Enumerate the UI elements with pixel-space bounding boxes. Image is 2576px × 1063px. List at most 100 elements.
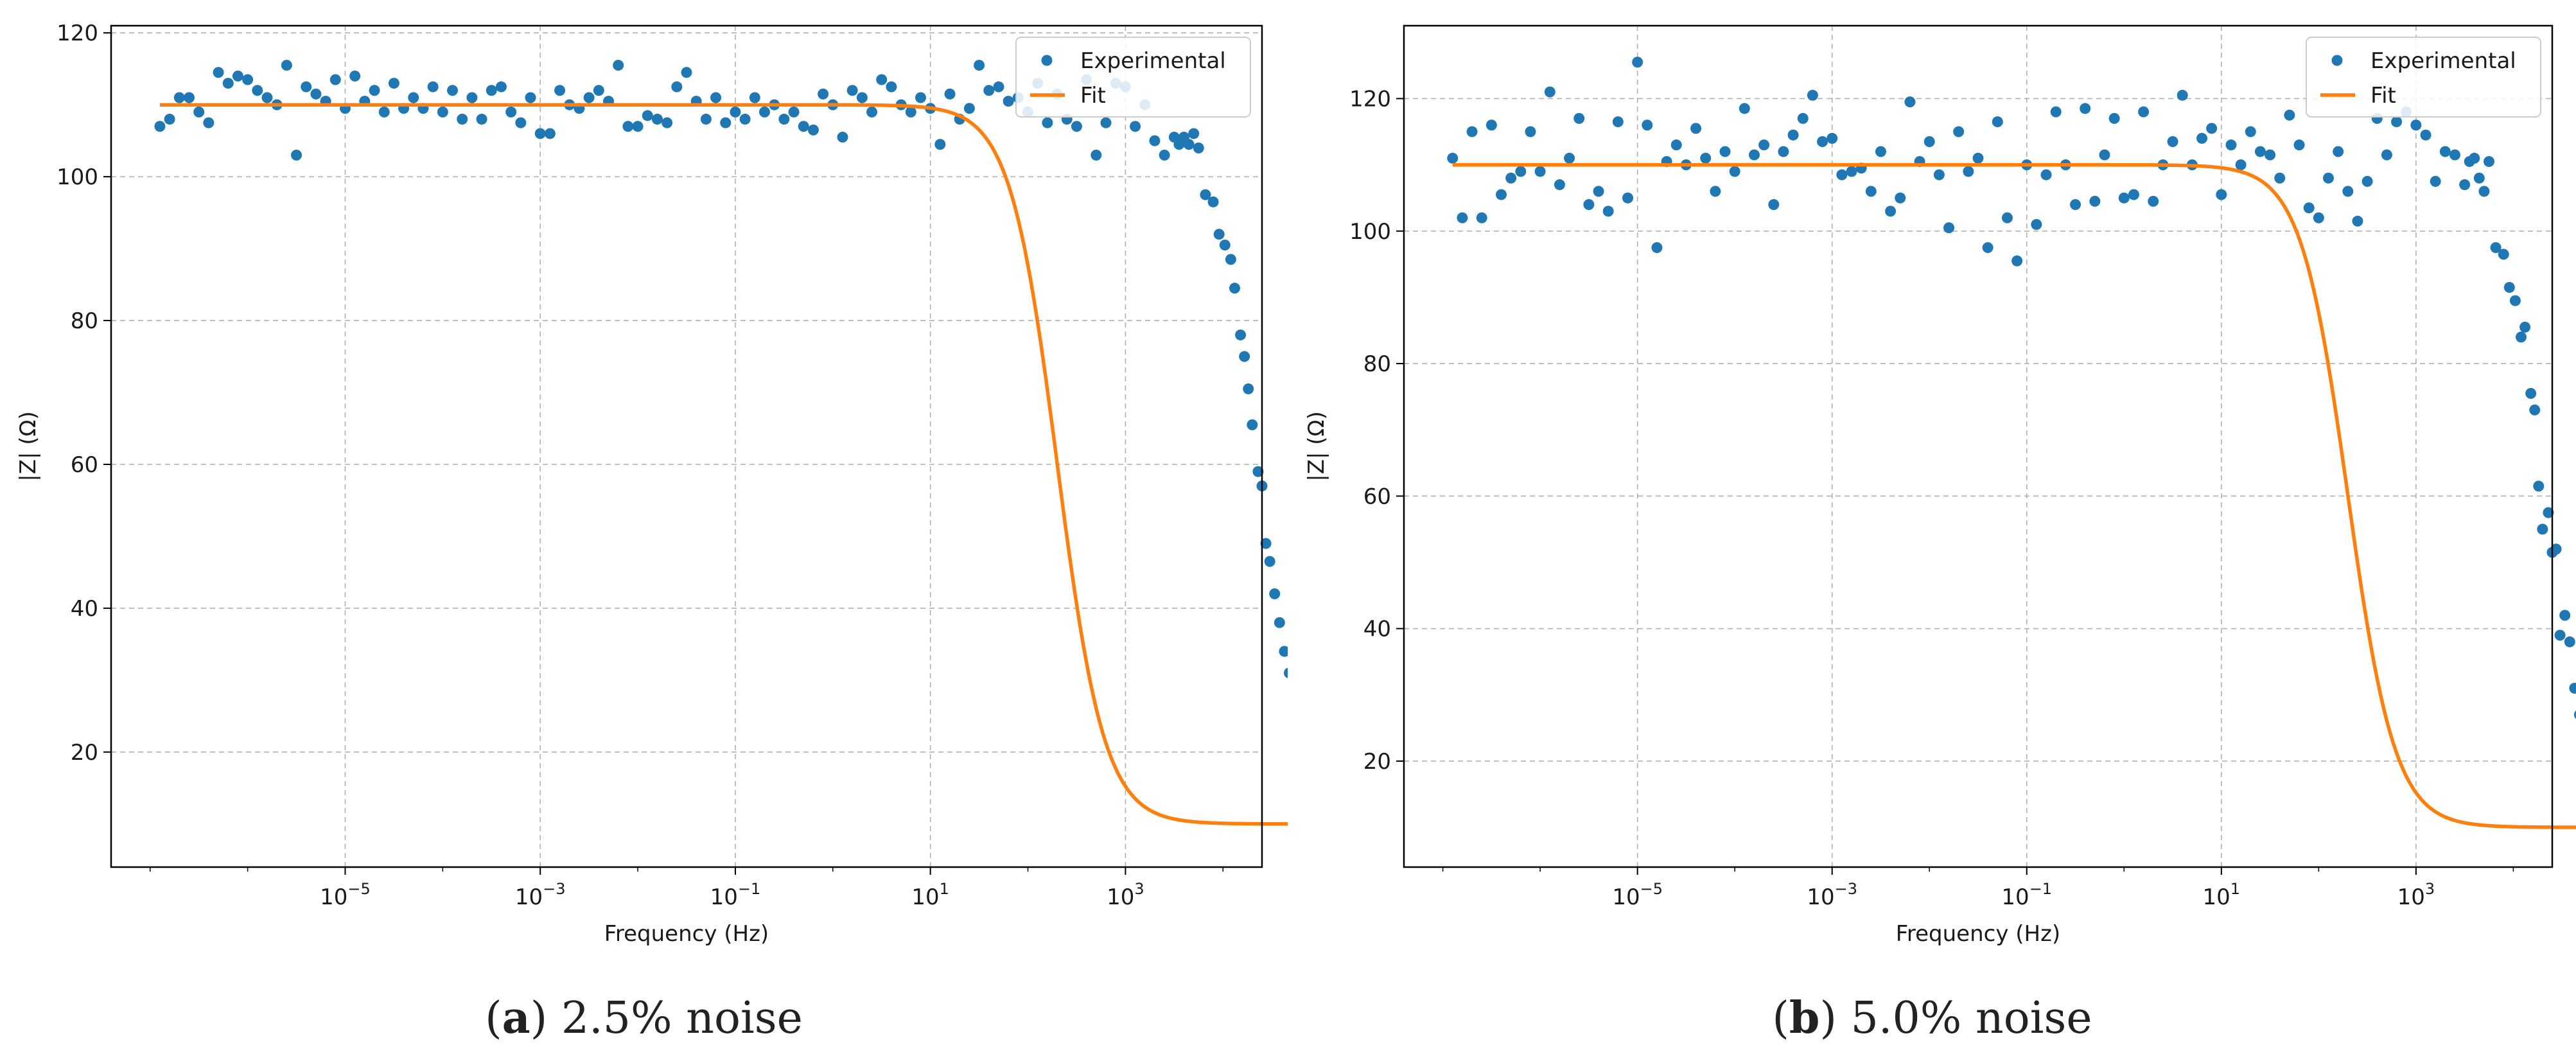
data-point — [749, 92, 760, 103]
data-point — [1885, 206, 1897, 217]
data-point — [583, 92, 595, 103]
data-point — [2573, 710, 2576, 719]
data-point — [505, 106, 517, 118]
legend-label-experimental: Experimental — [2370, 48, 2516, 74]
data-point — [1229, 283, 1240, 294]
data-point — [1091, 150, 1102, 161]
data-point — [876, 74, 888, 85]
data-point — [1972, 152, 1984, 164]
data-point — [2333, 146, 2344, 157]
y-tick-label: 120 — [57, 21, 98, 46]
y-tick-label: 120 — [1349, 86, 1391, 112]
data-point — [1269, 588, 1281, 600]
data-point — [222, 78, 234, 89]
data-point — [1923, 136, 1935, 148]
chart-a: 10−5 10−3 10−1 101 103 20 40 60 80 100 120 Frequenc… — [15, 21, 1288, 947]
grid — [111, 26, 1262, 867]
data-point — [1836, 169, 1848, 180]
data-point — [1758, 139, 1770, 151]
x-tick-label: 10−5 — [1612, 880, 1663, 910]
data-point — [730, 106, 741, 118]
data-point — [2352, 215, 2363, 227]
data-point — [700, 114, 712, 125]
data-point — [1992, 116, 2003, 128]
data-point — [1100, 117, 1112, 128]
data-point — [593, 85, 604, 96]
data-point — [1485, 119, 1497, 131]
data-point — [993, 81, 1004, 92]
fit-line — [159, 103, 1288, 826]
data-point — [2011, 255, 2023, 267]
fit-line — [1452, 163, 2576, 829]
data-point — [2313, 212, 2324, 224]
legend-label-experimental: Experimental — [1080, 48, 1226, 74]
data-point — [232, 70, 243, 82]
data-point — [183, 92, 195, 103]
legend: Experimental Fit — [2306, 37, 2541, 118]
data-point — [1700, 152, 1712, 164]
data-point — [2381, 149, 2392, 161]
data-point — [1564, 152, 1575, 164]
data-point — [534, 128, 546, 139]
data-point — [710, 92, 722, 103]
data-point — [807, 124, 819, 136]
chart-b: 10−5 10−3 10−1 101 103 20 40 60 80 100 120 Frequenc… — [1304, 24, 2576, 947]
data-point — [1554, 179, 1565, 191]
data-point — [2322, 172, 2334, 184]
data-point — [944, 88, 956, 100]
data-point — [2519, 321, 2531, 333]
data-point — [1279, 646, 1288, 657]
caption-b-text: 5.0% noise — [1850, 993, 2092, 1044]
legend-marker-experimental — [2331, 55, 2343, 66]
y-axis-label: |Z| (Ω) — [15, 411, 41, 482]
data-point — [915, 92, 926, 103]
data-point — [2543, 507, 2554, 518]
data-point — [1895, 192, 1906, 204]
data-point — [974, 60, 985, 71]
data-point — [2080, 103, 2091, 114]
data-point — [2469, 152, 2480, 164]
data-point — [1593, 186, 1604, 197]
data-point — [1466, 126, 1478, 137]
data-point — [2537, 523, 2548, 535]
data-point — [1505, 172, 1517, 184]
caption-b-label: b — [1789, 992, 1820, 1044]
data-point — [2245, 126, 2256, 137]
legend-box — [1015, 37, 1251, 118]
legend-box — [2306, 37, 2541, 118]
data-point — [447, 85, 459, 96]
data-point — [866, 106, 878, 118]
data-point — [310, 88, 322, 100]
data-point — [193, 106, 205, 118]
x-tick-label: 10−3 — [515, 880, 566, 910]
data-point — [1807, 89, 1818, 101]
caption-b: (b) 5.0% noise — [1772, 992, 2092, 1044]
x-tick-label: 101 — [911, 880, 949, 910]
data-point — [1042, 117, 1053, 128]
data-point — [2509, 295, 2521, 306]
data-point — [2303, 202, 2315, 214]
data-point — [2342, 186, 2354, 197]
data-point — [2490, 242, 2502, 254]
data-point — [1787, 129, 1799, 141]
data-point — [2503, 281, 2515, 293]
data-point — [2498, 249, 2509, 260]
data-point — [2430, 175, 2441, 187]
data-point — [1188, 128, 1200, 139]
data-point — [1963, 166, 1974, 177]
caption-a-label: a — [502, 992, 530, 1044]
data-point — [2167, 136, 2178, 148]
legend: Experimental Fit — [1015, 37, 1251, 118]
x-tick-label: 10−1 — [710, 880, 761, 910]
data-point — [2177, 89, 2188, 101]
y-tick-label: 100 — [57, 164, 98, 190]
data-point — [1274, 617, 1285, 628]
data-point — [2361, 175, 2373, 187]
data-point — [1953, 126, 1965, 137]
data-point — [2138, 106, 2150, 118]
panel-a: 10−5 10−3 10−1 101 103 20 40 60 80 100 120 Frequenc… — [15, 21, 1288, 1044]
data-point — [1200, 189, 1211, 200]
data-point — [1817, 136, 1828, 148]
x-tick-label: 10−5 — [320, 880, 371, 910]
data-point — [2284, 109, 2295, 121]
